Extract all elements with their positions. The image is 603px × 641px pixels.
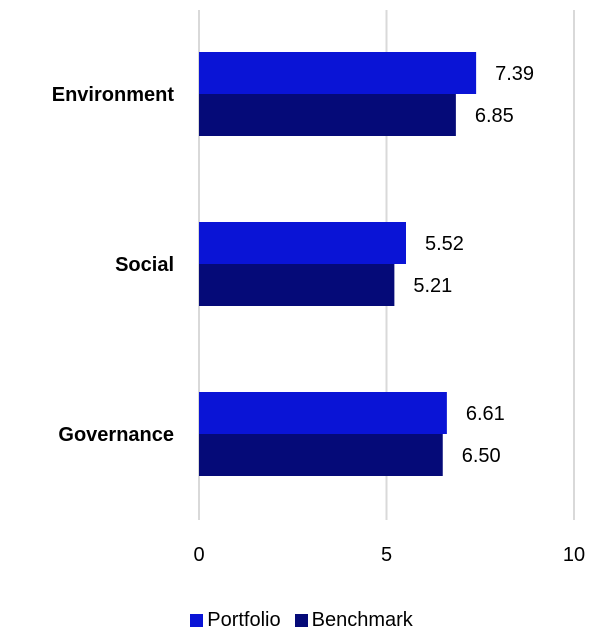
bar-portfolio-0 bbox=[199, 52, 477, 94]
category-label-1: Social bbox=[115, 254, 174, 276]
x-tick-label-1: 5 bbox=[381, 544, 392, 566]
data-label-portfolio-1: 5.52 bbox=[425, 233, 464, 255]
bar-chart-svg: 0 5 10 Environment 7.39 6.85 Social 5.52 5.21 Gov… bbox=[52, 10, 585, 566]
data-label-benchmark-2: 6.50 bbox=[462, 445, 501, 467]
bar-portfolio-1 bbox=[199, 222, 406, 264]
legend-item-portfolio: Portfolio bbox=[190, 608, 281, 632]
bar-benchmark-0 bbox=[199, 94, 456, 136]
category-label-2: Governance bbox=[58, 424, 174, 446]
legend-item-benchmark: Benchmark bbox=[294, 608, 413, 632]
bar-portfolio-2 bbox=[199, 392, 447, 434]
data-label-benchmark-1: 5.21 bbox=[413, 275, 452, 297]
legend: Portfolio Benchmark bbox=[0, 604, 603, 636]
data-label-portfolio-0: 7.39 bbox=[495, 63, 534, 85]
bar-benchmark-1 bbox=[199, 264, 395, 306]
category-label-0: Environment bbox=[52, 84, 175, 106]
legend-label-benchmark: Benchmark bbox=[311, 608, 413, 631]
x-tick-label-2: 10 bbox=[563, 544, 585, 566]
legend-label-portfolio: Portfolio bbox=[207, 608, 281, 631]
legend-swatch-benchmark bbox=[294, 613, 308, 627]
bar-benchmark-2 bbox=[199, 434, 443, 476]
x-tick-label-0: 0 bbox=[193, 544, 204, 566]
legend-swatch-portfolio bbox=[190, 613, 204, 627]
data-label-benchmark-0: 6.85 bbox=[475, 105, 514, 127]
data-label-portfolio-2: 6.61 bbox=[466, 403, 505, 425]
